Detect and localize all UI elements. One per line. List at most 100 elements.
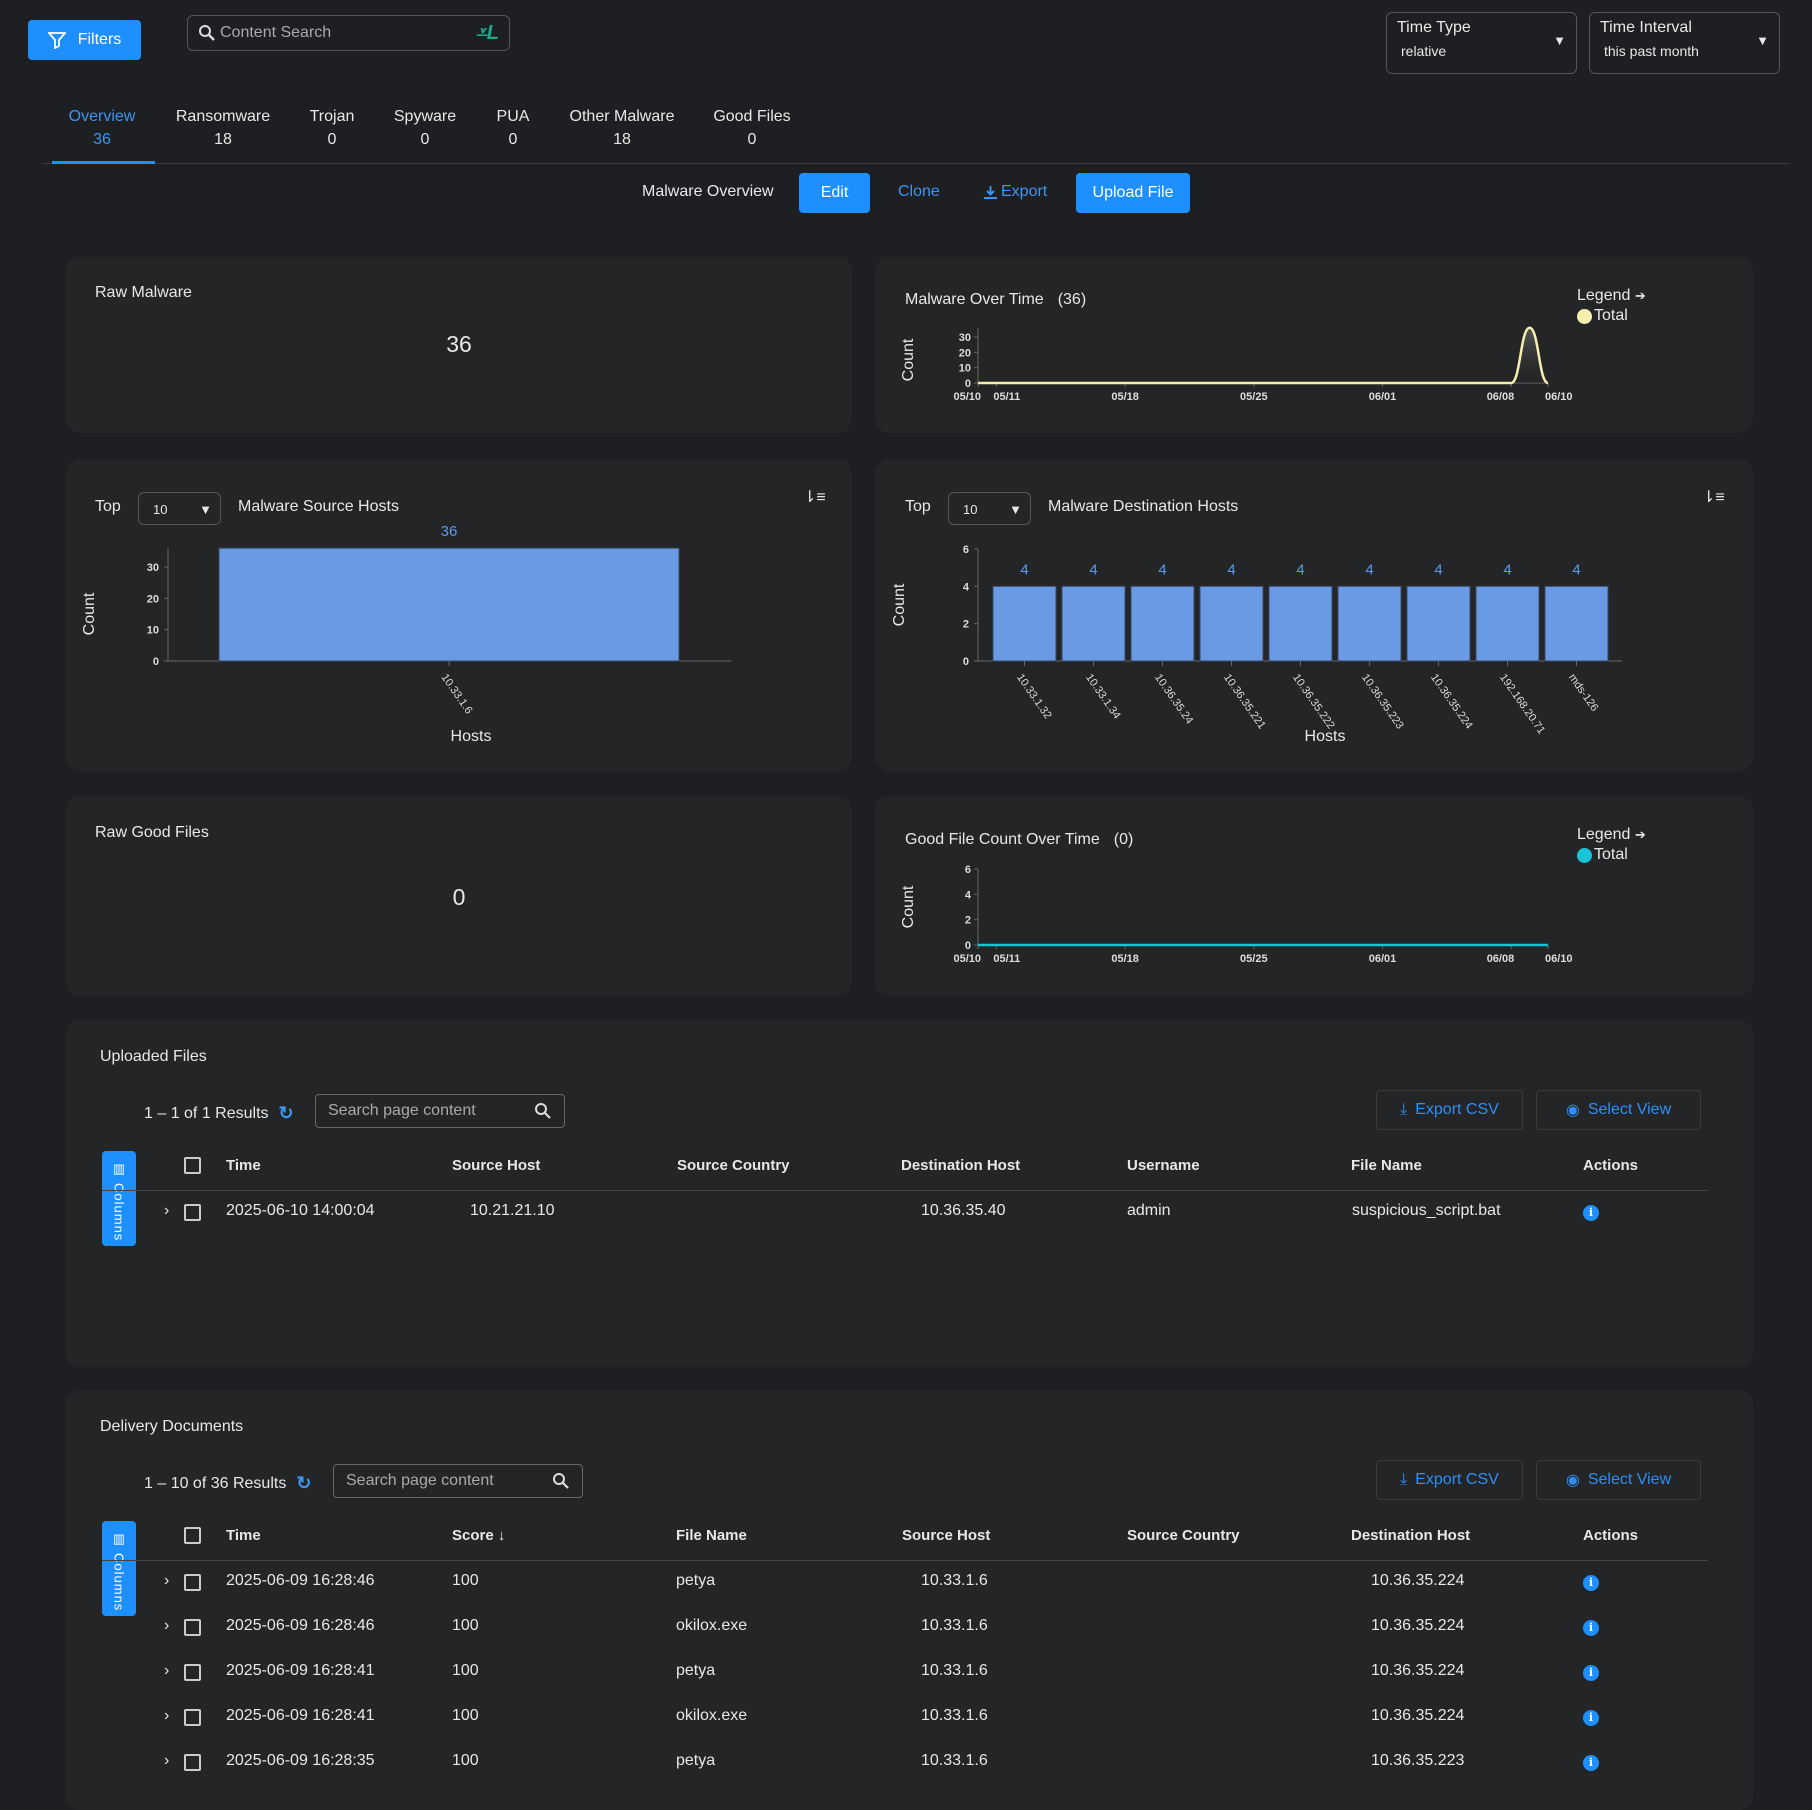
tab-count: 18 xyxy=(214,131,232,148)
info-icon[interactable]: i xyxy=(1583,1205,1599,1221)
column-header-time[interactable]: Time xyxy=(226,1157,261,1174)
legend-item-total[interactable]: Total xyxy=(1577,307,1646,325)
row-checkbox[interactable] xyxy=(184,1204,201,1221)
columns-panel-toggle[interactable]: ▥ Columns xyxy=(102,1521,136,1616)
sort-icon[interactable]: ⇂≡ xyxy=(803,489,826,506)
bar[interactable] xyxy=(218,547,680,662)
column-header-source-host[interactable]: Source Host xyxy=(902,1527,991,1544)
time-type-select[interactable]: Time Type relative ▼ xyxy=(1386,12,1577,74)
x-tick-label: 06/10 xyxy=(1545,391,1573,403)
bar[interactable] xyxy=(1406,585,1471,662)
expand-row-chevron-icon[interactable]: › xyxy=(164,1752,170,1769)
bar[interactable] xyxy=(1130,585,1195,662)
info-icon[interactable]: i xyxy=(1583,1575,1599,1591)
tab-count: 18 xyxy=(613,131,631,148)
cell-destination-host: 10.36.35.224 xyxy=(1371,1572,1465,1589)
columns-panel-toggle[interactable]: ▥ Columns xyxy=(102,1151,136,1246)
tab-overview[interactable]: Overview 36 xyxy=(69,105,136,151)
expand-row-chevron-icon[interactable]: › xyxy=(164,1572,170,1589)
y-tick-label: 30 xyxy=(147,562,159,574)
bar-value-label: 4 xyxy=(1296,561,1304,578)
expand-row-chevron-icon[interactable]: › xyxy=(164,1707,170,1724)
cell-file-name: petya xyxy=(676,1662,716,1679)
select-view-button[interactable]: ◉ Select View xyxy=(1536,1460,1701,1500)
row-checkbox[interactable] xyxy=(184,1754,201,1771)
filters-button[interactable]: Filters xyxy=(28,20,141,60)
bar[interactable] xyxy=(1199,585,1264,662)
column-header-actions[interactable]: Actions xyxy=(1583,1527,1639,1544)
bar[interactable] xyxy=(992,585,1057,662)
export-csv-button[interactable]: ⤓ Export CSV xyxy=(1376,1460,1523,1500)
column-header-file-name[interactable]: File Name xyxy=(676,1527,747,1544)
bar[interactable] xyxy=(1475,585,1540,662)
tab-pua[interactable]: PUA 0 xyxy=(497,105,530,151)
source-hosts-card: Top 10 ▼ Malware Source Hosts ⇂≡ Count 0 10… xyxy=(66,459,852,771)
column-header-username[interactable]: Username xyxy=(1127,1157,1200,1174)
upload-file-button[interactable]: Upload File xyxy=(1076,173,1190,213)
column-header-score[interactable]: Score ↓ xyxy=(452,1527,506,1544)
query-language-icon[interactable]: ⩡L xyxy=(475,21,500,44)
column-header-destination-host[interactable]: Destination Host xyxy=(1351,1527,1471,1544)
tab-spyware[interactable]: Spyware 0 xyxy=(394,105,456,151)
refresh-icon[interactable]: ↻ xyxy=(296,1473,312,1493)
row-checkbox[interactable] xyxy=(184,1619,201,1636)
info-icon[interactable]: i xyxy=(1583,1620,1599,1636)
column-header-source-country[interactable]: Source Country xyxy=(1127,1527,1240,1544)
content-search-input[interactable]: Content Search ⩡L xyxy=(187,15,510,51)
expand-row-chevron-icon[interactable]: › xyxy=(164,1202,170,1219)
select-all-checkbox[interactable] xyxy=(184,1157,201,1174)
top-n-select[interactable]: 10 ▼ xyxy=(138,492,221,525)
cell-source-host: 10.33.1.6 xyxy=(921,1617,988,1634)
chart-count: (36) xyxy=(1057,291,1087,308)
column-header-destination-host[interactable]: Destination Host xyxy=(901,1157,1021,1174)
tab-other-malware[interactable]: Other Malware 18 xyxy=(570,105,675,151)
bar[interactable] xyxy=(1544,585,1609,662)
bar[interactable] xyxy=(1337,585,1402,662)
tab-trojan[interactable]: Trojan 0 xyxy=(310,105,355,151)
search-page-input[interactable]: Search page content xyxy=(333,1464,583,1498)
clone-button[interactable]: Clone xyxy=(898,183,940,200)
info-icon[interactable]: i xyxy=(1583,1755,1599,1771)
export-button[interactable]: Export xyxy=(983,183,1047,201)
sort-icon[interactable]: ⇂≡ xyxy=(1702,489,1725,506)
column-header-time[interactable]: Time xyxy=(226,1527,261,1544)
time-interval-select[interactable]: Time Interval this past month ▼ xyxy=(1589,12,1780,74)
bar-value-label: 4 xyxy=(1158,561,1166,578)
info-icon[interactable]: i xyxy=(1583,1665,1599,1681)
expand-row-chevron-icon[interactable]: › xyxy=(164,1617,170,1634)
refresh-icon[interactable]: ↻ xyxy=(278,1103,294,1123)
row-checkbox[interactable] xyxy=(184,1709,201,1726)
expand-row-chevron-icon[interactable]: › xyxy=(164,1662,170,1679)
row-checkbox[interactable] xyxy=(184,1574,201,1591)
y-tick-label: 4 xyxy=(963,581,970,593)
column-header-file-name[interactable]: File Name xyxy=(1351,1157,1422,1174)
sort-desc-icon[interactable]: ↓ xyxy=(497,1527,506,1544)
legend[interactable]: Legend ➔ Total xyxy=(1577,287,1646,325)
x-tick-label: 192.168.20.71 xyxy=(1497,672,1547,737)
select-view-label: Select View xyxy=(1587,1101,1672,1118)
column-header-source-country[interactable]: Source Country xyxy=(677,1157,790,1174)
eye-icon: ◉ xyxy=(1565,1102,1580,1119)
tab-label: PUA xyxy=(496,108,530,125)
info-icon[interactable]: i xyxy=(1583,1710,1599,1726)
top-n-select[interactable]: 10 ▼ xyxy=(948,492,1031,525)
legend[interactable]: Legend ➔ Total xyxy=(1577,826,1646,864)
select-all-checkbox[interactable] xyxy=(184,1527,201,1544)
tab-ransomware[interactable]: Ransomware 18 xyxy=(176,105,270,151)
select-view-button[interactable]: ◉ Select View xyxy=(1536,1090,1701,1130)
cell-score: 100 xyxy=(452,1572,479,1589)
column-header-source-host[interactable]: Source Host xyxy=(452,1157,541,1174)
row-checkbox[interactable] xyxy=(184,1664,201,1681)
header-divider xyxy=(102,1190,1708,1191)
export-csv-button[interactable]: ⤓ Export CSV xyxy=(1376,1090,1523,1130)
tab-good-files[interactable]: Good Files 0 xyxy=(713,105,790,151)
bar[interactable] xyxy=(1268,585,1333,662)
area-fill xyxy=(978,327,1548,383)
edit-button[interactable]: Edit xyxy=(799,173,870,213)
bar[interactable] xyxy=(1061,585,1126,662)
cell-score: 100 xyxy=(452,1752,479,1769)
legend-item-total[interactable]: Total xyxy=(1577,846,1646,864)
search-page-input[interactable]: Search page content xyxy=(315,1094,565,1128)
column-header-actions[interactable]: Actions xyxy=(1583,1157,1639,1174)
cell-destination-host: 10.36.35.224 xyxy=(1371,1662,1465,1679)
